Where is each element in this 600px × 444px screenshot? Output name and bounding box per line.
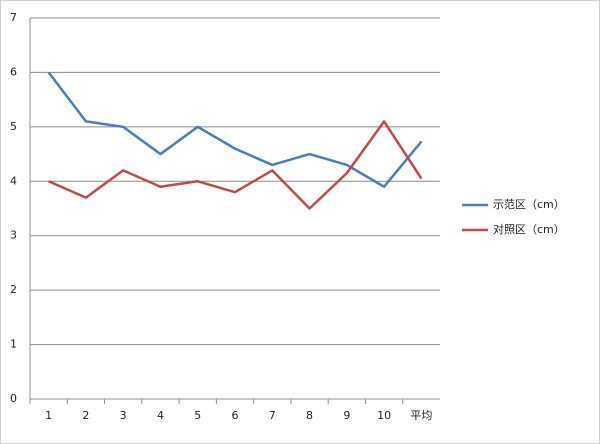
- x-tick-label: 3: [120, 409, 127, 422]
- x-tick-label: 6: [232, 409, 239, 422]
- x-tick-label: 7: [269, 409, 276, 422]
- x-tick-label: 4: [157, 409, 164, 422]
- x-tick-label: 9: [343, 409, 350, 422]
- y-tick-label: 4: [10, 174, 17, 187]
- y-tick-label: 3: [10, 229, 17, 242]
- legend-label: 对照区（cm）: [493, 222, 565, 236]
- y-tick-label: 2: [10, 283, 17, 296]
- x-tick-label: 8: [306, 409, 313, 422]
- x-tick-label: 2: [82, 409, 89, 422]
- data-line: [48, 120, 423, 210]
- y-tick-label: 7: [10, 11, 17, 24]
- data-line: [47, 71, 423, 188]
- y-tick-label: 0: [10, 392, 17, 405]
- x-tick-label: 1: [45, 409, 52, 422]
- x-tick-label: 10: [377, 409, 391, 422]
- x-tick-label: 平均: [410, 409, 432, 422]
- y-tick-label: 6: [10, 65, 17, 78]
- legend-label: 示范区（cm）: [493, 197, 565, 211]
- x-tick-label: 5: [194, 409, 201, 422]
- y-tick-label: 5: [10, 120, 17, 133]
- y-tick-label: 1: [10, 338, 17, 351]
